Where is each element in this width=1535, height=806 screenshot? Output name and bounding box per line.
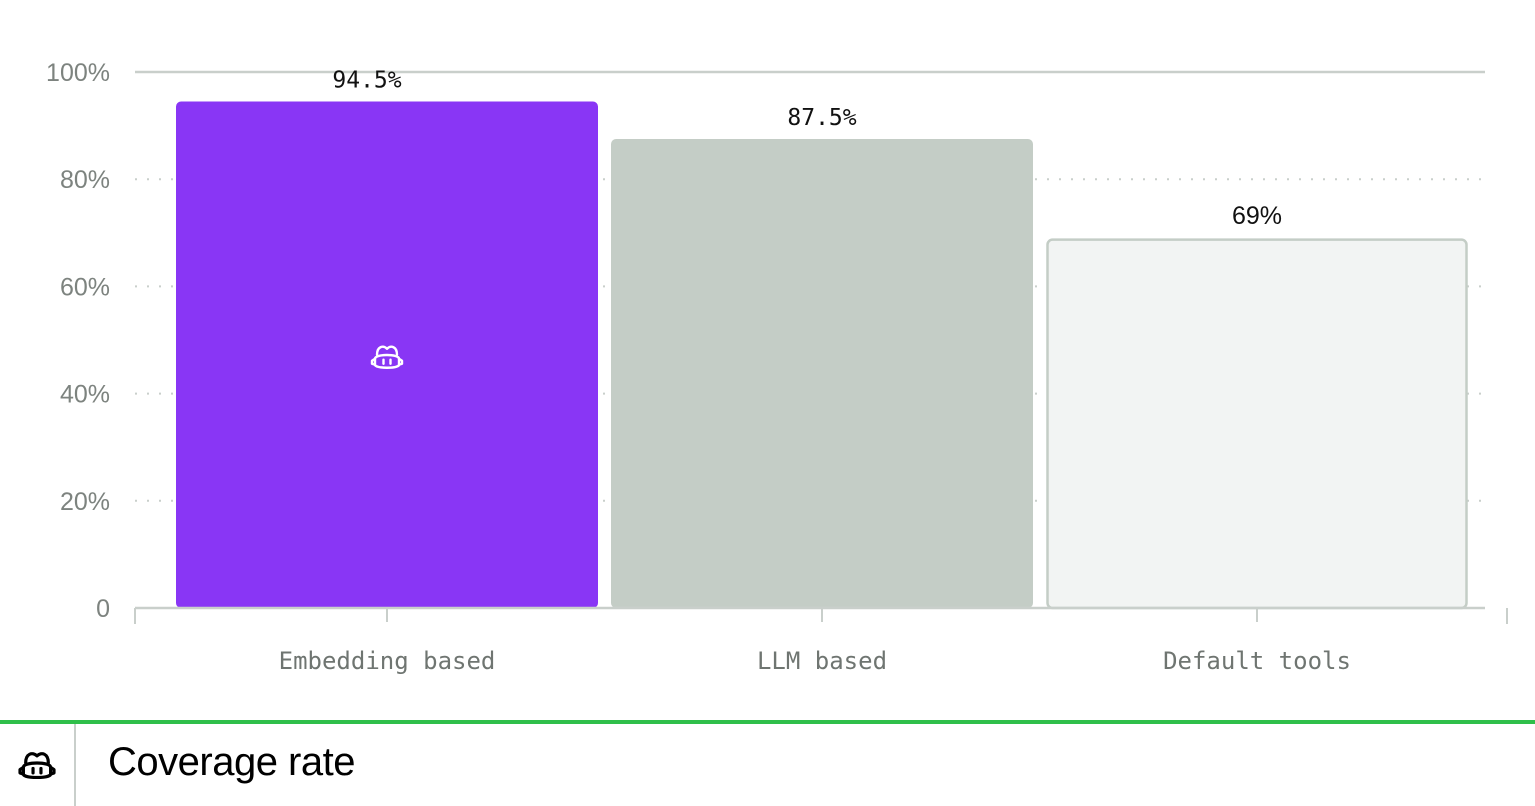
data-label: 69%	[1232, 202, 1282, 230]
grid-lines	[135, 70, 1485, 502]
footer-icon-cell	[0, 724, 76, 806]
data-label: 94.5%	[332, 67, 401, 93]
y-tick-label: 0	[96, 595, 110, 623]
bars	[176, 101, 1468, 610]
value-labels: 94.5% 87.5% 69%	[332, 67, 1282, 230]
y-tick-label: 80%	[60, 166, 110, 194]
copilot-icon	[370, 345, 404, 369]
copilot-icon	[18, 752, 56, 780]
y-tick-label: 100%	[46, 59, 110, 87]
chart-footer: Coverage rate	[0, 720, 1535, 806]
x-axis	[134, 606, 1508, 624]
bar	[1046, 238, 1468, 610]
y-tick-label: 20%	[60, 488, 110, 516]
bar-chart: 0 20% 40% 60% 80% 100% Embedding based LLM bas…	[46, 59, 1508, 675]
x-tick-label: LLM based	[757, 647, 887, 675]
x-axis-labels: Embedding based LLM based Default tools	[279, 647, 1351, 675]
x-tick-label: Default tools	[1163, 647, 1351, 675]
y-tick-label: 60%	[60, 273, 110, 301]
y-tick-label: 40%	[60, 381, 110, 409]
chart-title: Coverage rate	[108, 740, 355, 784]
x-tick-label: Embedding based	[279, 647, 496, 675]
y-axis-ticks: 0 20% 40% 60% 80% 100%	[46, 59, 110, 623]
data-label: 87.5%	[787, 105, 856, 131]
bar	[611, 139, 1033, 608]
